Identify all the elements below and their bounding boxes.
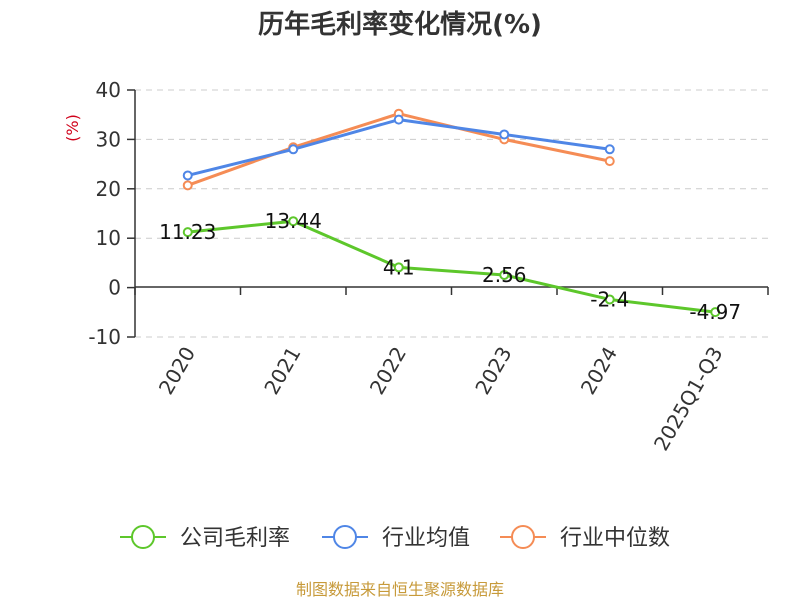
data-point [182,227,193,238]
x-tick-label: 2021 [259,343,305,399]
x-tick-label: 2024 [576,343,622,399]
x-tick-label: 2025Q1-Q3 [649,343,728,455]
data-point [499,269,510,280]
data-point [499,129,510,140]
data-point [604,294,615,305]
x-tick-label: 2020 [154,343,200,399]
source-note: 制图数据来自恒生聚源数据库 [296,580,504,599]
legend-marker [333,525,357,549]
data-point [710,307,721,318]
legend: 公司毛利率 行业均值 行业中位数 [120,525,670,551]
y-tick-label: 10 [96,226,121,250]
data-point [604,156,615,167]
data-label: 13.44 [265,209,322,233]
y-axis-label: (%) [63,114,82,142]
data-label: -2.4 [590,287,629,311]
data-point [182,180,193,191]
gridlines [127,89,768,338]
data-labels: 11.23 13.44 4.1 2.56 -2.4 -4.97 [159,209,741,324]
data-point [288,144,299,155]
y-tick-label: 20 [96,177,121,201]
data-point [182,170,193,181]
data-point [604,144,615,155]
y-tick-labels: 40 30 20 10 0 -10 [88,78,121,349]
data-label: 2.56 [482,263,527,287]
axes [134,90,769,337]
x-tick-labels: 2020 2021 2022 2023 2024 2025Q1-Q3 [154,343,728,455]
legend-label: 行业均值 [382,526,470,551]
data-point [393,114,404,125]
legend-label: 公司毛利率 [180,526,290,551]
x-tick-label: 2023 [470,343,516,399]
series-lines [182,108,721,318]
y-tick-label: -10 [88,325,121,349]
series-line-0 [187,219,716,314]
data-point [288,216,299,227]
data-label: 11.23 [159,220,216,244]
y-tick-label: 40 [96,78,121,102]
legend-label: 行业中位数 [560,526,670,551]
y-tick-label: 30 [96,127,121,151]
data-point [393,262,404,273]
legend-marker [131,525,155,549]
data-label: -4.97 [689,300,741,324]
legend-marker [511,525,535,549]
x-tick-label: 2022 [365,343,411,399]
data-label: 4.1 [383,255,415,279]
y-tick-label: 0 [108,276,121,300]
chart-title: 历年毛利率变化情况(%) [258,9,542,40]
